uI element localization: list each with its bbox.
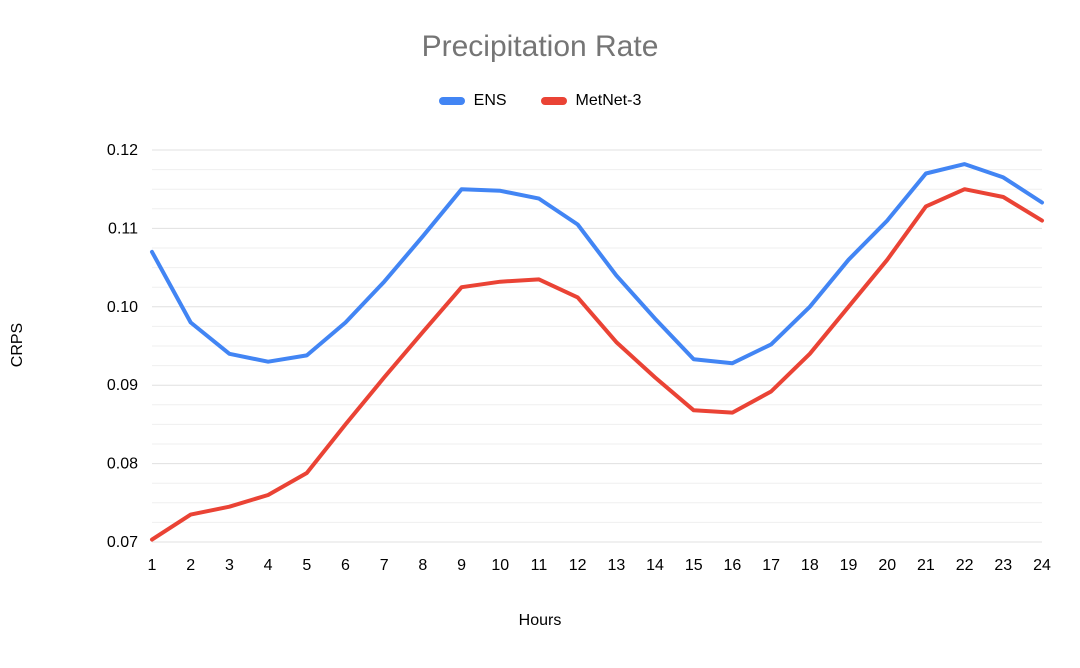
x-tick-label: 17 <box>762 557 780 574</box>
chart-title: Precipitation Rate <box>421 30 659 63</box>
y-tick-label: 0.07 <box>107 534 138 551</box>
x-tick-label: 4 <box>264 557 273 574</box>
legend-label-ens: ENS <box>473 92 507 109</box>
x-tick-label: 20 <box>878 557 896 574</box>
x-tick-label: 21 <box>917 557 935 574</box>
y-tick-label: 0.08 <box>107 456 138 473</box>
legend-item-ens: ENS <box>438 92 507 110</box>
x-tick-label: 18 <box>801 557 819 574</box>
x-tick-label: 10 <box>491 557 509 574</box>
legend-swatch-metnet3 <box>540 97 567 105</box>
x-tick-label: 16 <box>724 557 742 574</box>
y-tick-label: 0.11 <box>108 220 138 237</box>
x-tick-label: 5 <box>302 557 311 574</box>
plot-area: 0.070.080.090.100.110.121 2 3 4 5 6 7 8 9 10 11 12 1… <box>107 142 1051 574</box>
series-line-ens <box>150 162 1044 366</box>
x-tick-label: 11 <box>531 557 548 574</box>
x-tick-label: 2 <box>186 557 195 574</box>
x-tick-label: 15 <box>685 557 703 574</box>
x-tick-label: 3 <box>225 557 234 574</box>
x-tick-label: 23 <box>994 557 1012 574</box>
series-line-metnet-3 <box>150 187 1044 542</box>
x-tick-label: 1 <box>148 557 157 574</box>
x-tick-label: 6 <box>341 557 350 574</box>
x-axis-title: Hours <box>518 612 562 629</box>
y-axis-title: CRPS <box>9 322 26 368</box>
legend: ENS MetNet-3 <box>0 92 1080 110</box>
x-tick-label: 24 <box>1033 557 1051 574</box>
legend-item-metnet3: MetNet-3 <box>540 92 642 110</box>
legend-swatch-ens <box>438 97 465 105</box>
x-tick-label: 7 <box>380 557 389 574</box>
y-tick-label: 0.12 <box>107 142 138 159</box>
y-tick-label: 0.10 <box>107 299 138 316</box>
x-tick-label: 14 <box>646 557 664 574</box>
x-tick-label: 12 <box>569 557 587 574</box>
y-tick-label: 0.09 <box>107 377 138 394</box>
x-tick-label: 8 <box>418 557 427 574</box>
x-tick-label: 22 <box>956 557 974 574</box>
x-tick-label: 9 <box>457 557 466 574</box>
x-tick-label: 19 <box>840 557 858 574</box>
legend-label-metnet3: MetNet-3 <box>575 92 642 109</box>
x-tick-label: 13 <box>607 557 625 574</box>
